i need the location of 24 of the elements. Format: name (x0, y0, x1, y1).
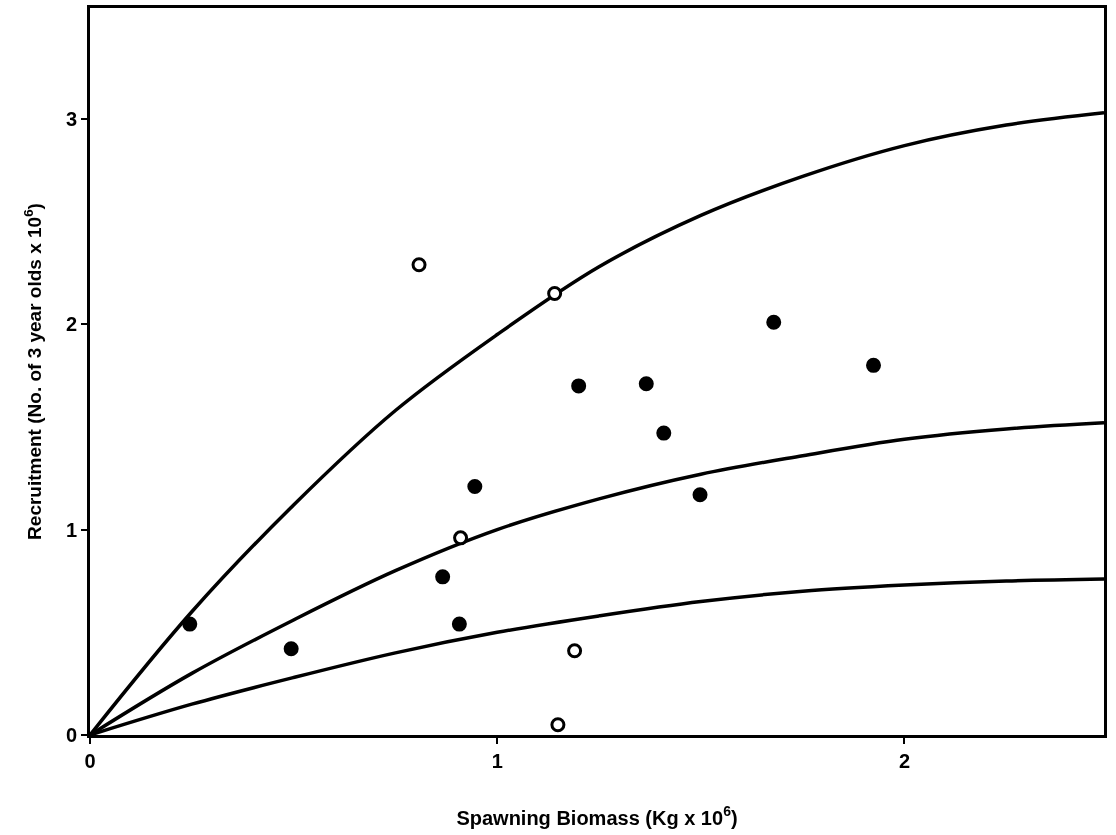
point (451, 616, 467, 632)
point (692, 487, 708, 503)
y-tick-label: 3 (65, 107, 77, 130)
y-tick-label: 2 (65, 313, 77, 336)
y-tick-label: 0 (65, 724, 77, 746)
point (571, 378, 587, 394)
point (435, 569, 451, 585)
x-tick-label: 2 (898, 750, 911, 772)
point (283, 641, 299, 657)
x-tick-label: 1 (491, 750, 503, 772)
x-axis-title: Spawning Biomass (Kg x 10$^{6}$) (456, 803, 738, 829)
point (638, 376, 654, 392)
y-tick-label: 1 (65, 518, 77, 541)
point (766, 314, 782, 330)
point (411, 257, 427, 273)
point (547, 285, 563, 301)
point (656, 425, 672, 441)
point (866, 357, 882, 373)
point (453, 530, 469, 546)
point (467, 479, 483, 494)
point (550, 717, 566, 733)
point (182, 616, 198, 632)
x-tick-label: 0 (84, 750, 96, 772)
point (567, 643, 583, 659)
